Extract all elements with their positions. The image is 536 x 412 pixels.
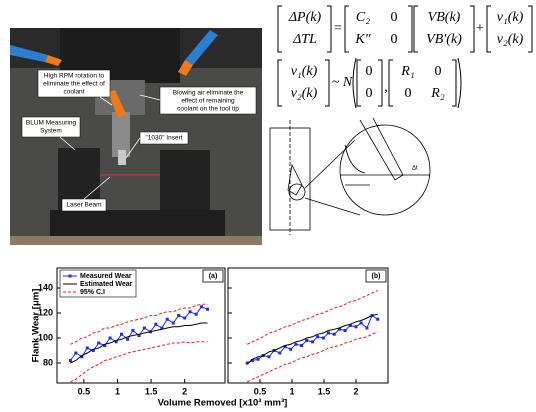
data-point	[257, 358, 260, 361]
callout-text: High RPM rotation to	[44, 73, 105, 80]
x-tick-label: 1	[289, 386, 294, 396]
callout-text: Laser Beam	[66, 202, 101, 209]
data-point	[376, 318, 379, 321]
data-point	[97, 342, 100, 345]
data-point	[143, 327, 146, 330]
equation-term: R₂	[430, 86, 445, 101]
equation-term: =	[334, 21, 342, 36]
equation-term: ~ N	[332, 75, 353, 90]
data-point	[305, 339, 308, 342]
equation-term: v₂(k)	[497, 32, 524, 47]
equation-term: K″	[354, 32, 370, 47]
x-tick-label: 2	[182, 386, 187, 396]
y-axis-label: Flank Wear [μm]	[31, 289, 42, 363]
equation-term: 0	[366, 86, 373, 101]
callout-text: BLUM Measuring	[26, 120, 77, 127]
data-point	[195, 313, 198, 316]
callout-text: "1030" Insert	[145, 135, 182, 142]
equation-term: VB′(k)	[426, 32, 462, 47]
figure: High RPM rotation to eliminate the effec…	[0, 0, 536, 412]
x-tick-label: 1	[115, 386, 120, 396]
data-point	[267, 355, 270, 358]
callout-text: coolant on the tool tip	[177, 106, 239, 113]
tool-diagram	[270, 118, 430, 235]
data-point	[131, 329, 134, 332]
equation-term: +	[476, 21, 484, 36]
data-point	[177, 314, 180, 317]
callout-text: coolant	[64, 89, 85, 96]
equation-term: 0	[391, 10, 398, 25]
equation-term: v₁(k)	[291, 64, 318, 79]
callout-text: Blowing air eliminate the	[173, 90, 244, 97]
series-line	[247, 291, 378, 345]
data-point	[200, 305, 203, 308]
data-point	[300, 344, 303, 347]
legend-marker	[69, 275, 72, 278]
data-point	[360, 322, 363, 325]
equation-term: v₁(k)	[497, 10, 524, 25]
equation-term: R₁	[400, 64, 414, 79]
callout-text: System	[40, 128, 62, 135]
equation-term: 0	[391, 32, 398, 47]
legend-label: Estimated Wear	[80, 281, 133, 288]
equation-term: C₂	[356, 10, 370, 25]
equation-term: ,	[384, 80, 388, 95]
x-tick-label: 1.5	[318, 386, 331, 396]
callout-text: eliminate the effect of	[43, 81, 105, 88]
data-point	[189, 310, 192, 313]
diagram-label: Δt	[412, 166, 418, 172]
data-point	[333, 333, 336, 336]
x-tick-label: 0.5	[78, 386, 91, 396]
equation-term: 0	[366, 64, 373, 79]
data-point	[294, 343, 297, 346]
data-point	[69, 359, 72, 362]
x-tick-label: 0.5	[254, 386, 267, 396]
panel-label: (a)	[209, 273, 218, 280]
data-point	[344, 329, 347, 332]
series-line	[70, 307, 207, 361]
data-point	[109, 337, 112, 340]
series-line	[70, 342, 207, 382]
data-point	[120, 333, 123, 336]
data-point	[355, 325, 358, 328]
legend-label: Measured Wear	[80, 273, 132, 280]
data-point	[206, 308, 209, 311]
data-point	[278, 352, 281, 355]
data-point	[154, 323, 157, 326]
x-tick-label: 1.5	[145, 386, 158, 396]
data-point	[86, 347, 89, 350]
data-point	[365, 327, 368, 330]
data-point	[322, 337, 325, 340]
legend-label: 95% C.I	[80, 289, 105, 296]
equation-term: 0	[435, 64, 442, 79]
panel-label: (b)	[372, 273, 381, 280]
equation-term: 0	[405, 86, 412, 101]
data-point	[289, 348, 292, 351]
data-point	[126, 338, 129, 341]
y-tick-label: 80	[43, 357, 53, 367]
series-line	[70, 323, 207, 363]
callout-text: effect of remaining	[181, 98, 235, 105]
equation-term: v₂(k)	[291, 86, 318, 101]
equation-term: ΔP(k)	[288, 10, 322, 25]
series-line	[247, 316, 378, 364]
data-point	[183, 317, 186, 320]
data-point	[327, 332, 330, 335]
series-line	[70, 304, 207, 344]
data-point	[316, 335, 319, 338]
equation-term: ΔTL	[292, 32, 317, 47]
equation-term: VB(k)	[428, 10, 461, 25]
x-tick-label: 2	[353, 386, 358, 396]
x-axis-label: Volume Removed [x10³ mm³]	[158, 398, 288, 409]
data-point	[166, 318, 169, 321]
data-point	[172, 322, 175, 325]
data-point	[74, 352, 77, 355]
data-point	[311, 340, 314, 343]
